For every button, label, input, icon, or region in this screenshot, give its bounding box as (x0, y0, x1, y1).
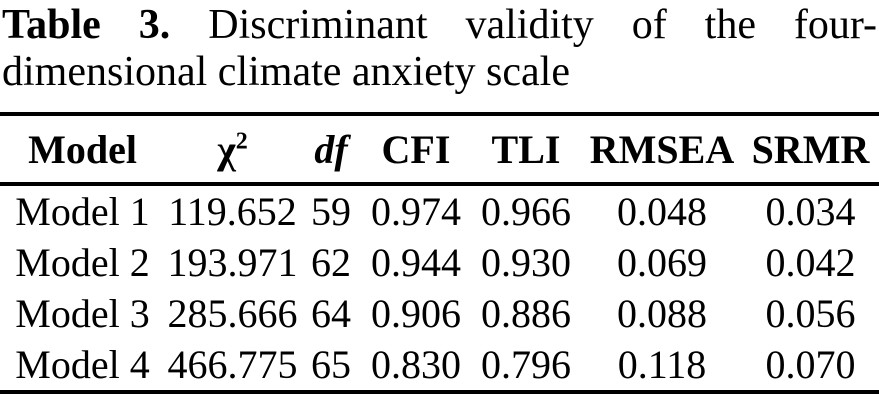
cell-srmr: 0.070 (765, 342, 856, 387)
cell-srmr: 0.042 (765, 240, 856, 285)
cell-cfi: 0.906 (371, 291, 461, 336)
cell-cfi: 0.830 (371, 342, 461, 387)
caption-text-line1: Discriminant validity of the four- (208, 2, 878, 48)
cell-rmsea: 0.048 (617, 189, 707, 234)
table-row: Model 3 285.666 64 0.906 0.886 0.088 0.0… (0, 288, 879, 339)
cell-df: 62 (311, 240, 351, 285)
cell-rmsea: 0.088 (617, 291, 707, 336)
cell-chi2: 466.775 (167, 342, 298, 387)
cell-srmr: 0.056 (765, 291, 856, 336)
header-model: Model (0, 114, 165, 186)
header-srmr: SRMR (742, 114, 879, 186)
cell-tli: 0.966 (481, 189, 571, 234)
caption-text-line2: dimensional climate anxiety scale (2, 49, 570, 95)
header-chi-square: χ2 (165, 114, 300, 186)
cell-chi2: 193.971 (167, 240, 298, 285)
caption-table-number: Table 3. (2, 2, 171, 48)
cell-rmsea: 0.118 (617, 342, 707, 387)
table-header: Model χ2 df CFI TLI RMSEA SRMR (0, 114, 879, 186)
cell-cfi: 0.974 (371, 189, 461, 234)
header-rmsea: RMSEA (582, 114, 742, 186)
header-tli: TLI (470, 114, 582, 186)
caption-line-1: Table 3. Discriminant validity of the fo… (2, 2, 877, 49)
cell-tli: 0.796 (481, 342, 571, 387)
chi-superscript: 2 (235, 128, 248, 155)
header-cfi: CFI (362, 114, 470, 186)
cell-model: Model 4 (15, 342, 150, 387)
chi-symbol: χ (217, 126, 236, 172)
cell-model: Model 1 (15, 189, 150, 234)
cell-chi2: 119.652 (168, 189, 297, 234)
table-row: Model 2 193.971 62 0.944 0.930 0.069 0.0… (0, 237, 879, 288)
table-row: Model 1 119.652 59 0.974 0.966 0.048 0.0… (0, 184, 879, 237)
cell-df: 59 (311, 189, 351, 234)
header-df: df (300, 114, 362, 186)
cell-cfi: 0.944 (371, 240, 461, 285)
header-row: Model χ2 df CFI TLI RMSEA SRMR (0, 114, 879, 186)
cell-df: 64 (311, 291, 351, 336)
cell-model: Model 3 (15, 291, 150, 336)
cell-model: Model 2 (15, 240, 150, 285)
cell-srmr: 0.034 (765, 189, 856, 234)
cell-rmsea: 0.069 (617, 240, 707, 285)
cell-df: 65 (311, 342, 351, 387)
fit-indices-table: Model χ2 df CFI TLI RMSEA SRMR Model 1 1… (0, 112, 879, 394)
table-row: Model 4 466.775 65 0.830 0.796 0.118 0.0… (0, 339, 879, 392)
cell-tli: 0.930 (481, 240, 571, 285)
table-body: Model 1 119.652 59 0.974 0.966 0.048 0.0… (0, 184, 879, 392)
cell-tli: 0.886 (481, 291, 571, 336)
cell-chi2: 285.666 (167, 291, 298, 336)
table-caption: Table 3. Discriminant validity of the fo… (0, 2, 879, 96)
